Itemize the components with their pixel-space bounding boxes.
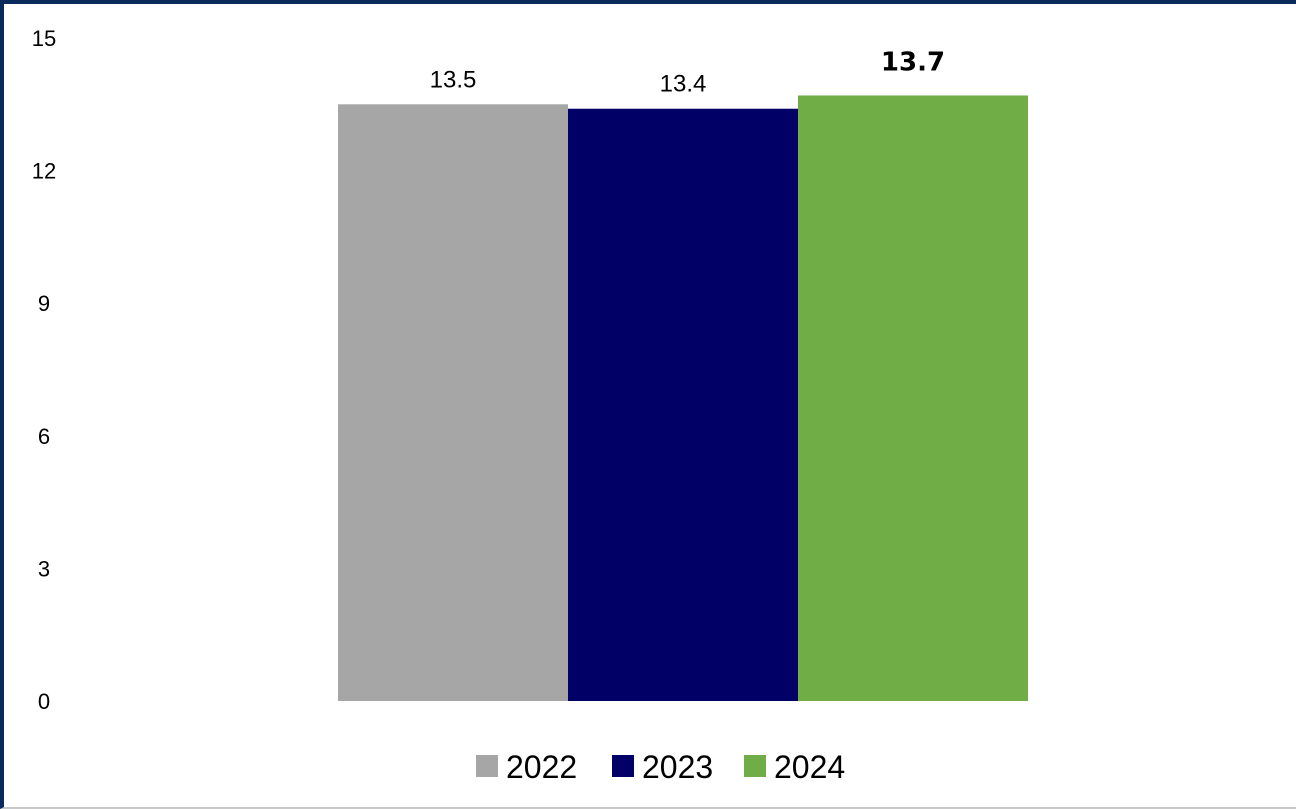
legend-label-2023: 2023 <box>642 749 713 785</box>
legend-item-2024: 2024 <box>744 749 845 785</box>
legend-item-2023: 2023 <box>612 749 713 785</box>
legend: 2022 2023 2024 <box>476 749 845 785</box>
y-tick-label-6: 6 <box>38 424 50 449</box>
y-tick-label-0: 0 <box>38 689 50 714</box>
bar-2024 <box>798 95 1028 701</box>
bar-chart: 0 3 6 9 12 15 13.5 13.4 13.7 2022 2023 2024 <box>32 26 1028 785</box>
y-tick-label-3: 3 <box>38 556 50 581</box>
legend-label-2022: 2022 <box>506 749 577 785</box>
y-tick-label-12: 12 <box>32 159 56 184</box>
y-axis: 0 3 6 9 12 15 <box>32 26 56 714</box>
legend-item-2022: 2022 <box>476 749 577 785</box>
data-label-2022: 13.5 <box>430 66 477 93</box>
data-labels: 13.5 13.4 13.7 <box>430 47 945 97</box>
legend-label-2024: 2024 <box>774 749 845 785</box>
bar-2022 <box>338 104 568 702</box>
bars <box>338 95 1028 702</box>
y-tick-label-15: 15 <box>32 26 56 51</box>
legend-swatch-2023 <box>612 755 634 777</box>
legend-swatch-2024 <box>744 755 766 777</box>
bar-2023 <box>568 108 798 702</box>
data-label-2023: 13.4 <box>660 71 707 98</box>
y-tick-label-9: 9 <box>38 291 50 316</box>
legend-swatch-2022 <box>476 755 498 777</box>
data-label-2024: 13.7 <box>881 47 945 77</box>
